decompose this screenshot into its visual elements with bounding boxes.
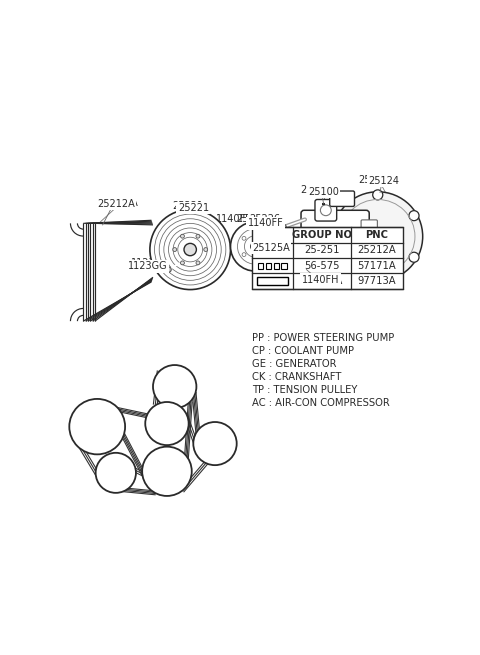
FancyBboxPatch shape: [361, 248, 377, 256]
Text: PP: PP: [168, 382, 181, 392]
Circle shape: [372, 190, 383, 200]
Text: CK: CK: [160, 466, 174, 476]
Circle shape: [336, 252, 347, 262]
Circle shape: [69, 399, 125, 455]
Circle shape: [409, 211, 419, 221]
Circle shape: [321, 205, 331, 215]
FancyBboxPatch shape: [361, 220, 377, 229]
Text: 57171A: 57171A: [358, 261, 396, 271]
Circle shape: [301, 267, 307, 272]
Text: 1123GG: 1123GG: [128, 261, 168, 271]
Text: 25100: 25100: [308, 187, 339, 196]
Text: PNC: PNC: [365, 230, 388, 240]
Circle shape: [145, 402, 189, 445]
Bar: [281, 263, 287, 269]
Text: 1140FH: 1140FH: [288, 274, 325, 284]
Text: 1140FF: 1140FF: [248, 218, 283, 229]
Bar: [274, 263, 279, 269]
Circle shape: [196, 261, 200, 265]
FancyBboxPatch shape: [301, 210, 369, 267]
Circle shape: [204, 248, 208, 252]
Text: 97713A: 97713A: [358, 276, 396, 286]
Text: CP : COOLANT PUMP: CP : COOLANT PUMP: [252, 346, 354, 356]
Circle shape: [372, 273, 383, 283]
Text: AC: AC: [90, 422, 104, 432]
Circle shape: [244, 236, 266, 257]
Text: 25124: 25124: [359, 176, 389, 185]
Text: 56-575: 56-575: [304, 261, 339, 271]
Text: GE: GE: [208, 439, 222, 449]
Text: CP: CP: [160, 419, 174, 428]
Circle shape: [280, 224, 286, 231]
Circle shape: [258, 257, 262, 261]
Text: 25100: 25100: [300, 185, 331, 195]
FancyBboxPatch shape: [315, 200, 336, 221]
Circle shape: [242, 236, 246, 240]
Circle shape: [193, 422, 237, 465]
Text: 25125A: 25125A: [252, 243, 290, 253]
Text: 25124: 25124: [369, 176, 399, 186]
Circle shape: [153, 365, 196, 408]
Ellipse shape: [283, 232, 305, 261]
Text: GE : GENERATOR: GE : GENERATOR: [252, 359, 336, 369]
Circle shape: [142, 447, 192, 496]
Text: 25212A: 25212A: [358, 246, 396, 255]
Circle shape: [336, 211, 347, 221]
Circle shape: [242, 253, 246, 257]
Circle shape: [333, 192, 423, 281]
Text: 1123GG: 1123GG: [132, 259, 171, 269]
Text: 25221: 25221: [178, 203, 209, 213]
Text: 25221: 25221: [172, 200, 204, 211]
Bar: [258, 263, 264, 269]
Circle shape: [166, 267, 171, 272]
Circle shape: [238, 229, 273, 264]
FancyBboxPatch shape: [330, 191, 355, 206]
Circle shape: [173, 248, 177, 252]
Text: 25212A: 25212A: [97, 199, 135, 209]
Circle shape: [251, 242, 260, 251]
Circle shape: [180, 234, 184, 238]
Circle shape: [258, 231, 262, 235]
Text: TP: TP: [109, 468, 122, 478]
Circle shape: [267, 244, 271, 248]
Text: 25125A: 25125A: [215, 242, 252, 252]
Bar: [266, 263, 271, 269]
Circle shape: [409, 252, 419, 262]
Text: 25226: 25226: [237, 214, 268, 224]
Circle shape: [282, 244, 288, 250]
Text: 25226: 25226: [249, 214, 280, 224]
Text: 1140FF: 1140FF: [216, 214, 252, 224]
FancyBboxPatch shape: [361, 238, 377, 247]
Text: TP : TENSION PULLEY: TP : TENSION PULLEY: [252, 385, 358, 395]
Circle shape: [184, 244, 196, 255]
Text: 97-976A: 97-976A: [300, 276, 343, 286]
Bar: [252, 227, 403, 289]
Circle shape: [96, 453, 136, 493]
FancyBboxPatch shape: [361, 229, 377, 238]
Bar: [257, 277, 288, 285]
Text: 25212A: 25212A: [100, 198, 138, 208]
Text: CK : CRANKSHAFT: CK : CRANKSHAFT: [252, 372, 342, 382]
Text: 1140FH: 1140FH: [302, 274, 339, 284]
Circle shape: [196, 234, 200, 238]
Text: AC : AIR-CON COMPRESSOR: AC : AIR-CON COMPRESSOR: [252, 398, 390, 408]
Circle shape: [230, 222, 280, 271]
Circle shape: [180, 261, 184, 265]
Ellipse shape: [288, 236, 300, 257]
Text: PP : POWER STEERING PUMP: PP : POWER STEERING PUMP: [252, 333, 395, 343]
Circle shape: [150, 210, 230, 290]
Text: GROUP NO: GROUP NO: [291, 230, 351, 240]
Text: 25-251: 25-251: [304, 246, 339, 255]
